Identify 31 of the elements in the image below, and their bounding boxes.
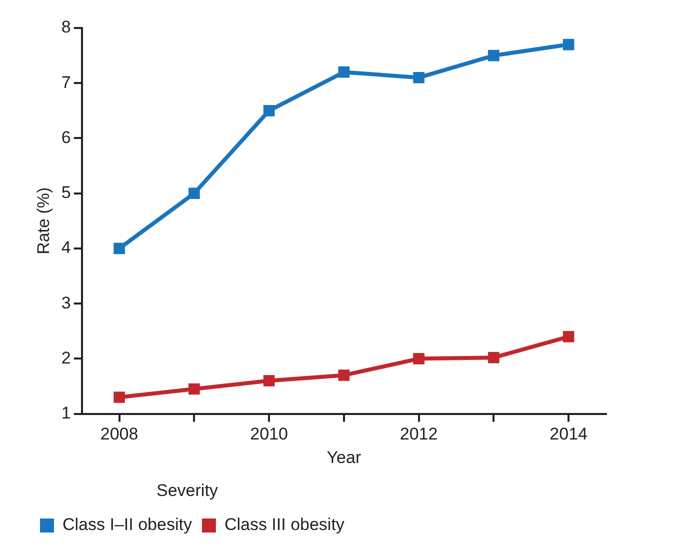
point bbox=[263, 105, 275, 116]
point bbox=[562, 38, 574, 50]
point bbox=[413, 353, 424, 364]
point bbox=[188, 383, 200, 395]
point bbox=[338, 66, 350, 78]
y-axis-title: Rate (%) bbox=[34, 187, 53, 254]
x-axis-title: Year bbox=[326, 448, 362, 468]
point bbox=[488, 352, 500, 364]
y-tick-label: 4 bbox=[61, 238, 71, 258]
y-tick-label: 8 bbox=[61, 18, 71, 37]
y-tick-label: 5 bbox=[61, 183, 71, 202]
y-tick-label: 3 bbox=[61, 293, 71, 312]
point bbox=[413, 72, 424, 84]
point bbox=[263, 375, 275, 386]
y-tick-label: 1 bbox=[61, 403, 71, 422]
y-tick-label: 2 bbox=[61, 348, 71, 368]
point bbox=[188, 188, 200, 199]
point bbox=[562, 330, 574, 342]
y-tick-label: 6 bbox=[61, 128, 71, 147]
legend-title: Severity bbox=[156, 480, 218, 500]
point bbox=[114, 242, 125, 254]
x-tick-label: 2014 bbox=[550, 424, 588, 444]
legend-label: Class I–II obesity bbox=[62, 515, 192, 534]
y-tick-label: 7 bbox=[61, 72, 71, 92]
point bbox=[488, 50, 500, 62]
x-tick-label: 2012 bbox=[400, 424, 438, 444]
x-tick-label: 2008 bbox=[100, 424, 138, 444]
point bbox=[338, 370, 350, 381]
point bbox=[114, 392, 125, 403]
x-tick-label: 2010 bbox=[250, 424, 288, 444]
legend-label: Class III obesity bbox=[224, 515, 345, 534]
